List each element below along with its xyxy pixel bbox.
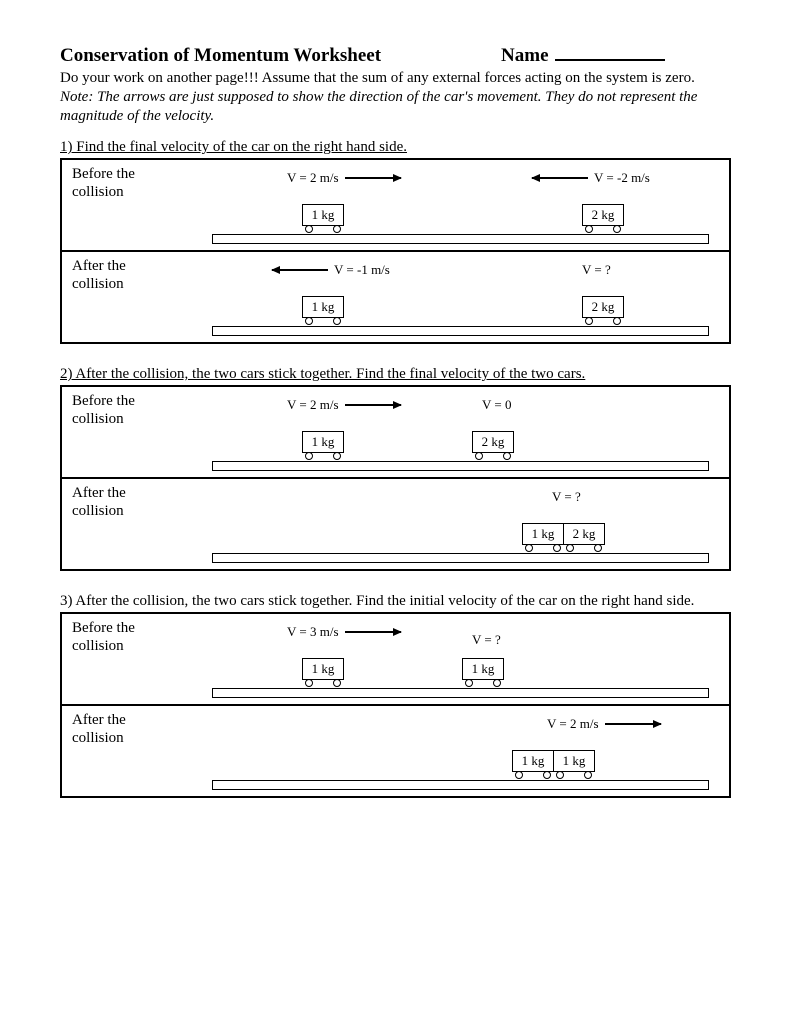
car: 2 kg (472, 431, 514, 461)
instructions-note: Note: The arrows are just supposed to sh… (60, 89, 697, 124)
scene: V = ? 1 kg 2 kg (212, 485, 709, 563)
worksheet-title: Conservation of Momentum Worksheet (60, 45, 381, 67)
question-1: 1) Find the final velocity of the car on… (60, 139, 731, 156)
problem-2-box: Before the collision V = 2 m/s V = 0 1 k… (60, 385, 731, 571)
combined-cars: 1 kg 1 kg (512, 750, 595, 780)
scene: V = 3 m/s V = ? 1 kg 1 kg (212, 620, 709, 698)
velocity-label: V = ? (472, 632, 501, 648)
track (212, 780, 709, 790)
instructions-text: Do your work on another page!!! Assume t… (60, 69, 731, 125)
velocity-label: V = 2 m/s (287, 170, 401, 186)
velocity-label: V = -1 m/s (272, 262, 390, 278)
panel-label: Before the collision (72, 393, 135, 428)
p3-before-panel: Before the collision V = 3 m/s V = ? 1 k… (62, 614, 729, 706)
track (212, 553, 709, 563)
scene: V = 2 m/s V = -2 m/s 1 kg 2 kg (212, 166, 709, 244)
question-3: 3) After the collision, the two cars sti… (60, 593, 731, 610)
panel-label: After the collision (72, 258, 126, 293)
car: 1 kg (462, 658, 504, 688)
car: 2 kg (582, 204, 624, 234)
velocity-label: V = ? (582, 262, 611, 278)
p1-after-panel: After the collision V = -1 m/s V = ? 1 k… (62, 252, 729, 342)
arrow-right-icon (345, 177, 401, 179)
arrow-right-icon (345, 404, 401, 406)
velocity-label: V = ? (552, 489, 581, 505)
track (212, 688, 709, 698)
car: 1 kg (302, 204, 344, 234)
name-blank-line (555, 59, 665, 61)
velocity-label: V = 2 m/s (287, 397, 401, 413)
panel-label: Before the collision (72, 620, 135, 655)
p1-before-panel: Before the collision V = 2 m/s V = -2 m/… (62, 160, 729, 252)
panel-label: After the collision (72, 485, 126, 520)
arrow-right-icon (605, 723, 661, 725)
arrow-left-icon (272, 269, 328, 271)
name-label: Name (501, 45, 548, 67)
scene: V = 2 m/s 1 kg 1 kg (212, 712, 709, 790)
scene: V = 2 m/s V = 0 1 kg 2 kg (212, 393, 709, 471)
question-2: 2) After the collision, the two cars sti… (60, 366, 731, 383)
car: 2 kg (582, 296, 624, 326)
velocity-label: V = 0 (482, 397, 512, 413)
car: 1 kg (302, 658, 344, 688)
scene: V = -1 m/s V = ? 1 kg 2 kg (212, 258, 709, 336)
p2-before-panel: Before the collision V = 2 m/s V = 0 1 k… (62, 387, 729, 479)
problem-1-box: Before the collision V = 2 m/s V = -2 m/… (60, 158, 731, 344)
car: 1 kg (302, 296, 344, 326)
p3-after-panel: After the collision V = 2 m/s 1 kg 1 kg (62, 706, 729, 796)
arrow-right-icon (345, 631, 401, 633)
arrow-left-icon (532, 177, 588, 179)
worksheet-header: Conservation of Momentum Worksheet Name (60, 45, 731, 67)
velocity-label: V = -2 m/s (532, 170, 650, 186)
combined-cars: 1 kg 2 kg (522, 523, 605, 553)
car: 1 kg (302, 431, 344, 461)
panel-label: After the collision (72, 712, 126, 747)
velocity-label: V = 3 m/s (287, 624, 401, 640)
velocity-label: V = 2 m/s (547, 716, 661, 732)
track (212, 326, 709, 336)
p2-after-panel: After the collision V = ? 1 kg 2 kg (62, 479, 729, 569)
problem-3-box: Before the collision V = 3 m/s V = ? 1 k… (60, 612, 731, 798)
instructions-main: Do your work on another page!!! Assume t… (60, 70, 695, 86)
track (212, 461, 709, 471)
track (212, 234, 709, 244)
panel-label: Before the collision (72, 166, 135, 201)
